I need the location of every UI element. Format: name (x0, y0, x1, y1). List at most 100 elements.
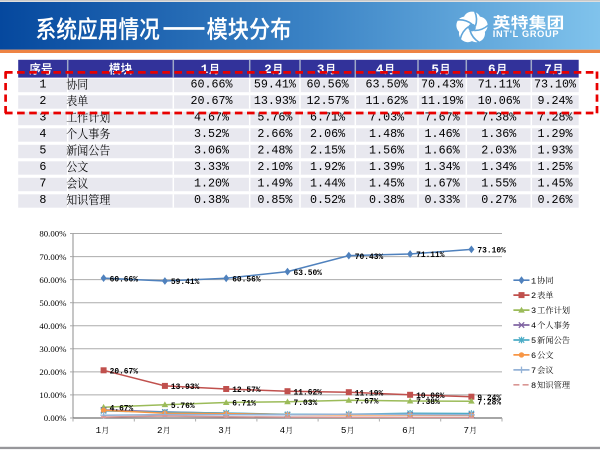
svg-text:20.67%: 20.67% (110, 368, 139, 377)
svg-text:59.41%: 59.41% (254, 77, 297, 91)
svg-text:6: 6 (488, 63, 496, 77)
svg-text:2: 2 (264, 63, 272, 77)
svg-text:60.56%: 60.56% (307, 77, 350, 91)
svg-text:1: 1 (39, 77, 46, 91)
svg-text:3: 3 (531, 306, 536, 316)
svg-text:7: 7 (463, 425, 469, 436)
svg-text:70.43%: 70.43% (355, 253, 384, 262)
svg-text:0.33%: 0.33% (425, 193, 461, 207)
svg-text:2.66%: 2.66% (257, 127, 293, 141)
svg-text:4: 4 (376, 63, 384, 77)
svg-text:5: 5 (431, 63, 439, 77)
svg-text:63.50%: 63.50% (294, 269, 323, 278)
svg-text:70.43%: 70.43% (421, 77, 464, 91)
svg-text:80.00%: 80.00% (39, 229, 67, 239)
svg-text:73.10%: 73.10% (534, 77, 577, 91)
svg-text:0.38%: 0.38% (369, 193, 405, 207)
svg-text:7: 7 (39, 176, 46, 190)
svg-text:10.00%: 10.00% (39, 390, 67, 400)
svg-text:8: 8 (39, 193, 46, 207)
svg-text:1: 1 (96, 425, 102, 436)
svg-text:0.38%: 0.38% (194, 193, 230, 207)
svg-text:5: 5 (531, 336, 536, 346)
svg-text:7.03%: 7.03% (294, 399, 318, 408)
svg-text:1.48%: 1.48% (369, 127, 405, 141)
svg-text:8: 8 (531, 381, 536, 391)
svg-text:11.62%: 11.62% (294, 388, 323, 397)
svg-text:1: 1 (201, 63, 209, 77)
svg-text:7.67%: 7.67% (355, 398, 379, 407)
svg-text:0.27%: 0.27% (481, 193, 517, 207)
svg-text:1.29%: 1.29% (537, 127, 573, 141)
svg-text:7.28%: 7.28% (477, 398, 501, 407)
svg-text:3.06%: 3.06% (194, 143, 230, 157)
svg-text:1.49%: 1.49% (257, 176, 293, 190)
svg-text:2: 2 (531, 291, 536, 301)
svg-text:3: 3 (317, 63, 325, 77)
svg-text:0.26%: 0.26% (537, 193, 573, 207)
svg-text:20.00%: 20.00% (39, 367, 67, 377)
svg-text:10.06%: 10.06% (416, 392, 445, 401)
svg-text:2.48%: 2.48% (257, 143, 293, 157)
svg-text:1.44%: 1.44% (310, 176, 346, 190)
svg-text:4.67%: 4.67% (110, 404, 134, 413)
svg-text:11.62%: 11.62% (366, 94, 409, 108)
svg-text:6: 6 (531, 351, 536, 361)
svg-text:7.38%: 7.38% (481, 110, 517, 124)
svg-text:20.67%: 20.67% (190, 94, 233, 108)
svg-text:73.10%: 73.10% (477, 247, 506, 256)
svg-text:6.71%: 6.71% (310, 110, 346, 124)
svg-text:71.11%: 71.11% (478, 77, 521, 91)
svg-text:1.45%: 1.45% (369, 176, 405, 190)
svg-text:1.45%: 1.45% (537, 176, 573, 190)
svg-text:60.56%: 60.56% (232, 276, 261, 285)
svg-text:3: 3 (218, 425, 224, 436)
svg-text:4: 4 (280, 425, 286, 436)
svg-text:1.20%: 1.20% (194, 176, 230, 190)
svg-text:2.06%: 2.06% (310, 127, 346, 141)
svg-text:7: 7 (531, 366, 536, 376)
svg-text:12.57%: 12.57% (232, 386, 261, 395)
svg-text:5: 5 (341, 425, 347, 436)
svg-text:2: 2 (157, 425, 163, 436)
svg-text:40.00%: 40.00% (39, 321, 67, 331)
svg-text:1.67%: 1.67% (425, 176, 461, 190)
svg-text:2.15%: 2.15% (310, 143, 346, 157)
svg-text:1.93%: 1.93% (537, 143, 573, 157)
svg-text:1.34%: 1.34% (481, 160, 517, 174)
svg-text:9.24%: 9.24% (477, 394, 501, 403)
svg-text:50.00%: 50.00% (39, 298, 67, 308)
svg-text:4: 4 (39, 127, 46, 141)
svg-text:3.52%: 3.52% (194, 127, 230, 141)
svg-text:13.93%: 13.93% (171, 383, 200, 392)
svg-text:7.38%: 7.38% (416, 398, 440, 407)
svg-text:4: 4 (531, 321, 536, 331)
svg-text:INT'L GROUP: INT'L GROUP (493, 29, 559, 39)
svg-text:6.71%: 6.71% (232, 400, 256, 409)
svg-text:0.85%: 0.85% (257, 193, 293, 207)
svg-text:2.10%: 2.10% (257, 160, 293, 174)
svg-text:71.11%: 71.11% (416, 251, 445, 260)
svg-text:2.03%: 2.03% (481, 143, 517, 157)
svg-text:5: 5 (39, 143, 46, 157)
svg-text:70.00%: 70.00% (39, 252, 67, 262)
svg-text:1.55%: 1.55% (481, 176, 517, 190)
svg-text:3: 3 (39, 110, 46, 124)
svg-text:1.36%: 1.36% (481, 127, 517, 141)
svg-text:3.33%: 3.33% (194, 160, 230, 174)
svg-text:63.50%: 63.50% (366, 77, 409, 91)
svg-text:13.93%: 13.93% (254, 94, 297, 108)
svg-text:1.46%: 1.46% (425, 127, 461, 141)
svg-text:1.92%: 1.92% (310, 160, 346, 174)
svg-text:6: 6 (402, 425, 408, 436)
svg-text:60.66%: 60.66% (190, 77, 233, 91)
svg-text:0.52%: 0.52% (310, 193, 346, 207)
svg-text:60.66%: 60.66% (110, 275, 139, 284)
svg-text:7: 7 (544, 63, 552, 77)
svg-text:9.24%: 9.24% (537, 94, 573, 108)
svg-text:5.76%: 5.76% (171, 402, 195, 411)
svg-text:1.66%: 1.66% (425, 143, 461, 157)
svg-text:10.06%: 10.06% (478, 94, 521, 108)
svg-text:0.00%: 0.00% (44, 413, 67, 423)
svg-text:1.25%: 1.25% (537, 160, 573, 174)
